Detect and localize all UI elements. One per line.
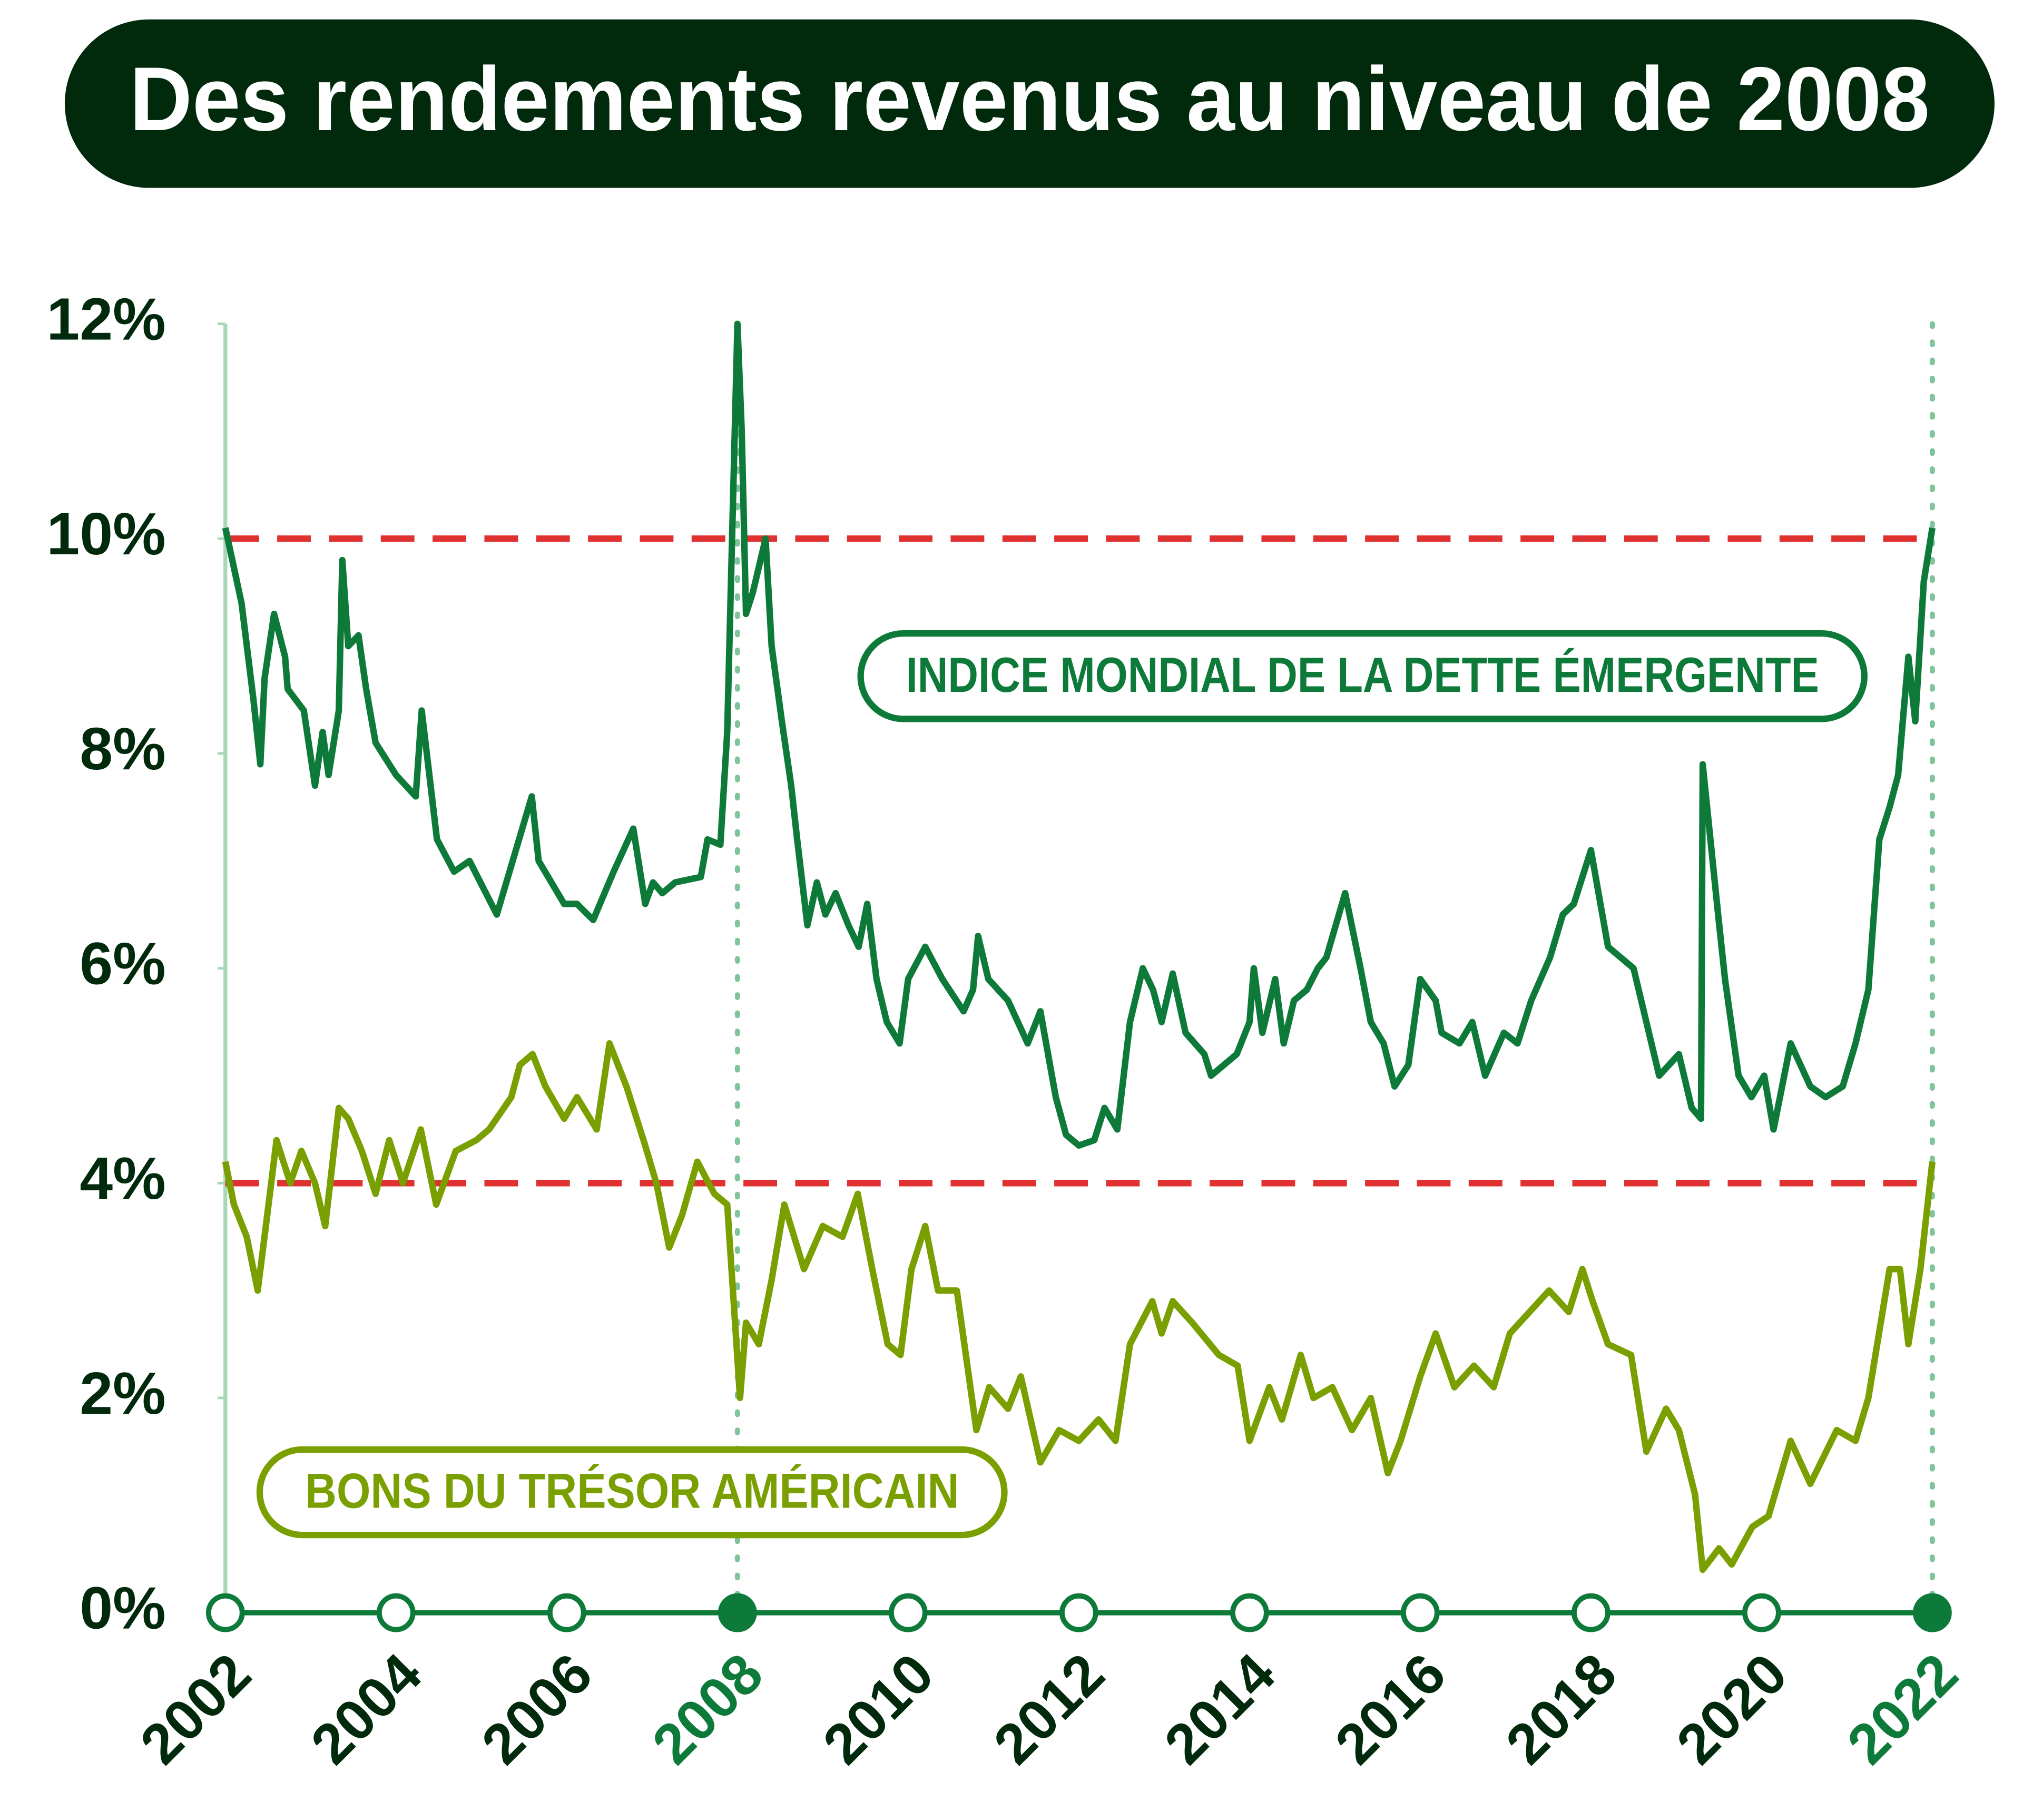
series-line xyxy=(222,320,1936,1149)
x-tick-label: 2006 xyxy=(469,1641,604,1776)
title-badge xyxy=(64,19,1995,188)
x-tick-label: 2018 xyxy=(1494,1641,1628,1776)
x-tick-label: 2016 xyxy=(1323,1641,1458,1776)
x-tick xyxy=(1059,1593,1098,1632)
y-tick-label: 0% xyxy=(80,1575,165,1641)
x-tick-label: 2004 xyxy=(299,1641,434,1776)
legend-badge xyxy=(256,1446,1008,1539)
x-tick xyxy=(888,1593,928,1632)
x-tick-label: 2020 xyxy=(1664,1641,1799,1776)
x-tick xyxy=(1230,1593,1269,1632)
x-tick xyxy=(1913,1593,1952,1632)
x-tick-label: 2010 xyxy=(811,1641,946,1776)
x-tick xyxy=(718,1593,757,1632)
x-tick-label: 2012 xyxy=(981,1641,1116,1776)
x-tick xyxy=(1400,1593,1440,1632)
x-tick xyxy=(1742,1593,1781,1632)
y-tick-label: 2% xyxy=(80,1360,165,1426)
x-tick-label: 2022 xyxy=(1835,1641,1970,1776)
x-tick-label: 2014 xyxy=(1152,1641,1287,1776)
y-tick-label: 6% xyxy=(80,931,165,997)
series-line xyxy=(222,1040,1936,1573)
y-tick-label: 12% xyxy=(46,286,165,352)
x-tick-label: 2008 xyxy=(640,1641,775,1776)
x-tick xyxy=(1571,1593,1610,1632)
x-tick-label: 2002 xyxy=(128,1641,263,1776)
legend-label: INDICE MONDIAL DE LA DETTE ÉMERGENTE xyxy=(906,647,1819,702)
x-tick xyxy=(376,1593,416,1632)
y-tick-label: 8% xyxy=(80,716,165,782)
legend-badge xyxy=(857,630,1868,722)
y-tick-label: 10% xyxy=(46,501,165,567)
chart-title: Des rendements revenus au niveau de 2008 xyxy=(130,48,1930,150)
x-tick xyxy=(205,1593,245,1632)
y-tick-label: 4% xyxy=(80,1145,165,1211)
x-tick xyxy=(547,1593,586,1632)
legend-label: BONS DU TRÉSOR AMÉRICAIN xyxy=(305,1463,959,1519)
